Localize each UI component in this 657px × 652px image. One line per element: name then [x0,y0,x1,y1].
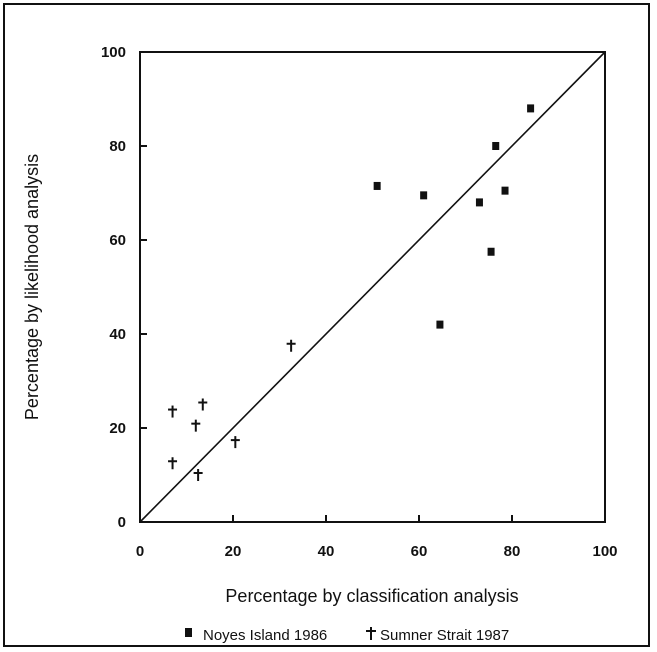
point-noyes-island [492,142,500,150]
point-noyes-island [527,104,535,113]
chart-frame [3,3,650,647]
legend-label-sumner-strait: Sumner Strait 1987 [380,627,509,644]
y-tick-label: 20 [109,420,126,437]
point-noyes-island [420,191,428,200]
x-tick-label: 20 [225,543,242,560]
y-axis-label: Percentage by likelihood analysis [22,154,42,420]
x-axis-ticks: 0 20 40 60 80 100 [136,515,618,560]
y-tick-label: 100 [101,44,126,61]
point-sumner-strait [198,398,208,411]
x-axis-label: Percentage by classification analysis [225,586,518,606]
y-axis-ticks: 0 20 40 60 80 100 [101,44,147,531]
point-sumner-strait [168,457,178,470]
legend-label-noyes-island: Noyes Island 1986 [203,627,327,644]
point-noyes-island [475,198,483,207]
legend-marker-sumner-strait [366,627,376,640]
y-tick-label: 40 [109,326,126,343]
point-sumner-strait [168,405,178,418]
legend-marker-noyes-island [185,628,192,637]
y-tick-label: 0 [118,514,126,531]
legend: Noyes Island 1986 Sumner Strait 1987 [185,627,509,644]
data-points [168,104,535,481]
y-tick-label: 80 [109,138,126,155]
point-noyes-island [501,186,509,195]
x-tick-label: 60 [411,543,428,560]
point-sumner-strait [286,339,296,352]
point-sumner-strait [193,469,203,481]
plot-area [139,51,606,523]
x-tick-label: 100 [592,543,617,560]
point-noyes-island [436,320,444,329]
point-noyes-island [373,181,381,190]
x-tick-label: 0 [136,543,144,560]
x-tick-label: 40 [318,543,335,560]
point-sumner-strait [191,419,201,432]
x-tick-label: 80 [504,543,521,560]
reference-line [139,51,606,523]
point-sumner-strait [230,436,240,449]
y-tick-label: 60 [109,232,126,249]
point-noyes-island [487,247,495,256]
